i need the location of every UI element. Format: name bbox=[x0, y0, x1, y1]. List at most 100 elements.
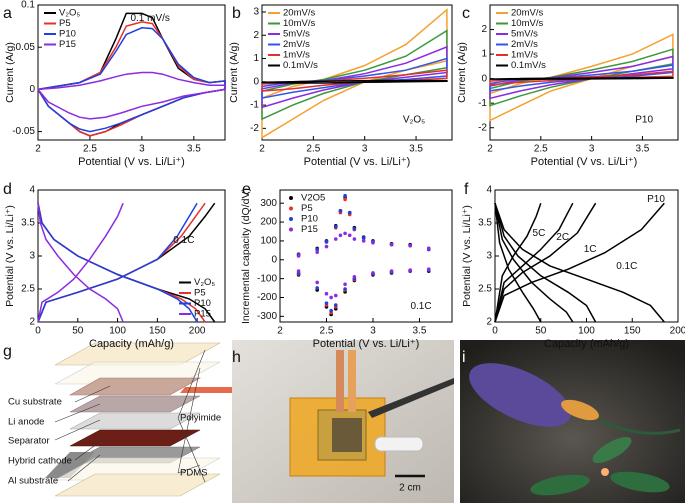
scale-bar-label: 2 cm bbox=[399, 483, 421, 494]
series-line bbox=[494, 202, 597, 323]
x-tick-label: 2.5 bbox=[306, 144, 320, 155]
y-tick-label: 2 bbox=[253, 30, 259, 41]
series-line bbox=[494, 202, 665, 323]
y-tick-label: 3.5 bbox=[478, 218, 492, 229]
data-point bbox=[315, 280, 319, 285]
x-tick-label: 3 bbox=[139, 144, 145, 155]
panel-label: b bbox=[232, 5, 241, 22]
x-tick-label: 100 bbox=[578, 326, 595, 337]
plot-frame bbox=[494, 189, 679, 323]
y-tick-label: 0 bbox=[253, 76, 259, 87]
panel-label: g bbox=[3, 343, 12, 360]
legend-label: P5 bbox=[194, 288, 206, 299]
panel-label: i bbox=[462, 349, 466, 366]
y-tick-label: 2.5 bbox=[478, 284, 492, 295]
x-tick-label: 3.5 bbox=[187, 144, 201, 155]
packaging-label: Polyimide bbox=[180, 413, 221, 424]
data-point bbox=[352, 237, 357, 241]
y-tick-label: 0 bbox=[481, 73, 487, 84]
y-tick-label: 2 bbox=[486, 317, 492, 328]
x-tick-label: 2.5 bbox=[83, 144, 97, 155]
packaging-label: PDMS bbox=[180, 468, 207, 479]
y-tick-label: 1 bbox=[481, 49, 487, 60]
plot-frame bbox=[37, 4, 226, 141]
data-point bbox=[343, 287, 347, 291]
legend-marker bbox=[289, 227, 293, 232]
legend-label: 0.1mV/s bbox=[283, 60, 318, 71]
data-point bbox=[333, 224, 338, 229]
legend-marker bbox=[289, 196, 293, 200]
panel-label: f bbox=[464, 181, 469, 198]
legend-label: P15 bbox=[194, 309, 211, 320]
annotation: 2C bbox=[556, 232, 569, 243]
y-tick-label: 2 bbox=[29, 317, 35, 328]
data-point bbox=[408, 243, 412, 248]
x-tick-label: 3.5 bbox=[409, 144, 423, 155]
x-tick-label: 0 bbox=[492, 326, 498, 337]
y-tick-label: -1 bbox=[478, 98, 487, 109]
panel-label: c bbox=[462, 5, 470, 22]
tab bbox=[45, 452, 95, 478]
y-tick-label: 2 bbox=[481, 24, 487, 35]
x-tick-label: 3 bbox=[362, 144, 368, 155]
legend-label: 10mV/s bbox=[283, 18, 315, 29]
legend-label: 5mV/s bbox=[283, 29, 310, 40]
y-tick-label: 0 bbox=[271, 254, 277, 265]
x-tick-label: 2 bbox=[487, 144, 493, 155]
annotation: 5C bbox=[533, 228, 546, 239]
legend-label: 20mV/s bbox=[283, 8, 315, 19]
legend-label: 1mV/s bbox=[283, 50, 310, 61]
y-tick-label: 3 bbox=[29, 251, 35, 262]
data-point bbox=[296, 269, 301, 273]
legend-label: 2mV/s bbox=[511, 39, 538, 50]
y-tick-label: 3 bbox=[486, 251, 492, 262]
annotation: 0.1C bbox=[173, 235, 194, 246]
x-tick-label: 2.5 bbox=[320, 326, 334, 337]
y-tick-label: 2.5 bbox=[21, 284, 35, 295]
y-tick-label: 0.1 bbox=[21, 0, 35, 11]
annotation: 0.1C bbox=[410, 301, 431, 312]
x-axis-title: Capacity (mAh/g) bbox=[89, 338, 174, 350]
series-line bbox=[37, 202, 198, 323]
layer bbox=[69, 412, 201, 430]
data-point bbox=[343, 197, 347, 202]
x-tick-label: 50 bbox=[72, 326, 84, 337]
annotation: V₂O₅ bbox=[403, 114, 425, 125]
layer bbox=[68, 377, 202, 396]
legend-label: P5 bbox=[59, 18, 71, 29]
panel-label: e bbox=[242, 181, 251, 198]
legend-label: V2O5 bbox=[301, 193, 325, 204]
x-tick-label: 50 bbox=[535, 326, 547, 337]
layer-label: Al substrate bbox=[8, 476, 58, 487]
data-point bbox=[315, 286, 319, 290]
legend-label: P15 bbox=[301, 224, 318, 235]
data-point bbox=[329, 308, 333, 313]
layer-label: Cu substrate bbox=[8, 397, 62, 408]
legend-label: 1mV/s bbox=[511, 50, 538, 61]
x-axis-title: Potential (V vs. Li/Li⁺) bbox=[78, 156, 185, 168]
y-axis-title: Current (A/g) bbox=[228, 42, 240, 103]
series-line bbox=[37, 27, 226, 133]
y-axis-title: Potential (V vs. Li/Li⁺) bbox=[461, 205, 473, 307]
data-point bbox=[338, 208, 343, 213]
y-tick-label: 4 bbox=[29, 185, 35, 196]
legend-label: P10 bbox=[59, 29, 76, 40]
y-axis-title: Incremental capacity (dQ/dV) bbox=[240, 188, 252, 324]
data-point bbox=[352, 274, 357, 279]
annotation: 0.1C bbox=[616, 261, 637, 272]
y-tick-label: 100 bbox=[260, 236, 277, 247]
data-point bbox=[338, 233, 343, 238]
series-line bbox=[494, 202, 542, 323]
data-point bbox=[361, 236, 366, 240]
data-point bbox=[315, 247, 319, 252]
data-point bbox=[343, 193, 347, 198]
y-tick-label: 300 bbox=[260, 198, 277, 209]
annotation: 1C bbox=[584, 244, 597, 255]
data-point bbox=[324, 301, 329, 305]
layer-label: Separator bbox=[8, 436, 50, 447]
data-point bbox=[315, 250, 319, 255]
legend-marker bbox=[289, 206, 293, 211]
y-tick-label: -200 bbox=[257, 292, 277, 303]
y-axis-title: Current (A/g) bbox=[4, 42, 16, 103]
